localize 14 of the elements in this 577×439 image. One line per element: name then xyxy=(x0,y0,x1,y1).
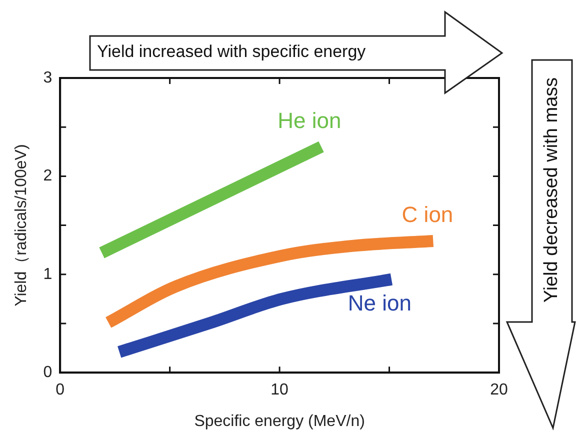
text: Yield increased with specific energy xyxy=(97,42,366,62)
y-tick-label: 2 xyxy=(43,168,52,185)
y-tick-label: 0 xyxy=(43,364,52,382)
y-axis-title: Yield（radicals/100eV) xyxy=(13,144,30,306)
series-label: Ne ion xyxy=(348,290,412,316)
y-tick-label: 3 xyxy=(43,69,52,86)
x-tick-label: 0 xyxy=(56,382,65,399)
y-tick-label: 1 xyxy=(43,266,52,283)
x-tick-label: 20 xyxy=(490,382,508,399)
x-tick-label: 10 xyxy=(270,382,289,399)
text: Yield decreased with mass xyxy=(541,77,563,303)
x-axis-title: Specific energy (MeV/n) xyxy=(194,412,365,430)
series-label: He ion xyxy=(278,108,342,133)
series-label: C ion xyxy=(402,202,454,228)
